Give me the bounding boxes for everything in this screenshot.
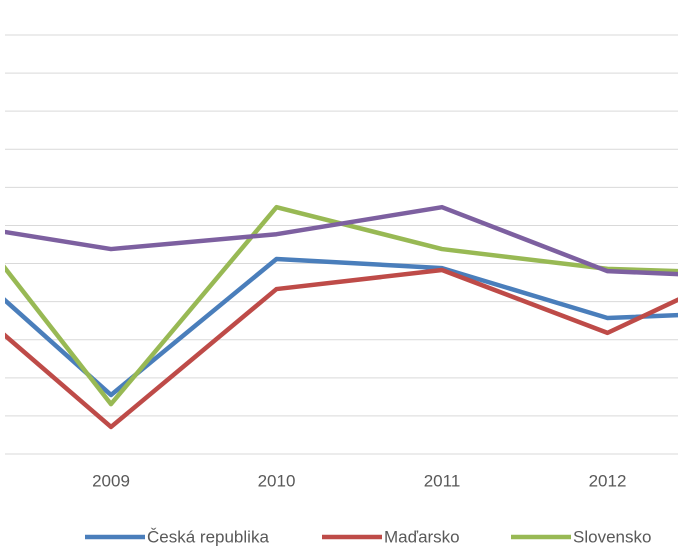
x-tick-label: 2010 xyxy=(258,471,296,490)
series-line xyxy=(5,204,678,407)
series-line xyxy=(5,267,678,430)
lines xyxy=(5,204,678,430)
series-line xyxy=(5,204,678,277)
labels: 2009 2010 2011 2012 xyxy=(92,471,626,490)
legend-label: Slovensko xyxy=(573,527,651,546)
x-tick-label: 2011 xyxy=(424,471,461,490)
legend: Česká republika Maďarsko Slovensko xyxy=(85,527,651,546)
x-tick-label: 2009 xyxy=(92,471,130,490)
legend-label: Česká republika xyxy=(147,527,269,546)
x-tick-label: 2012 xyxy=(589,471,627,490)
legend-label: Maďarsko xyxy=(384,527,460,546)
